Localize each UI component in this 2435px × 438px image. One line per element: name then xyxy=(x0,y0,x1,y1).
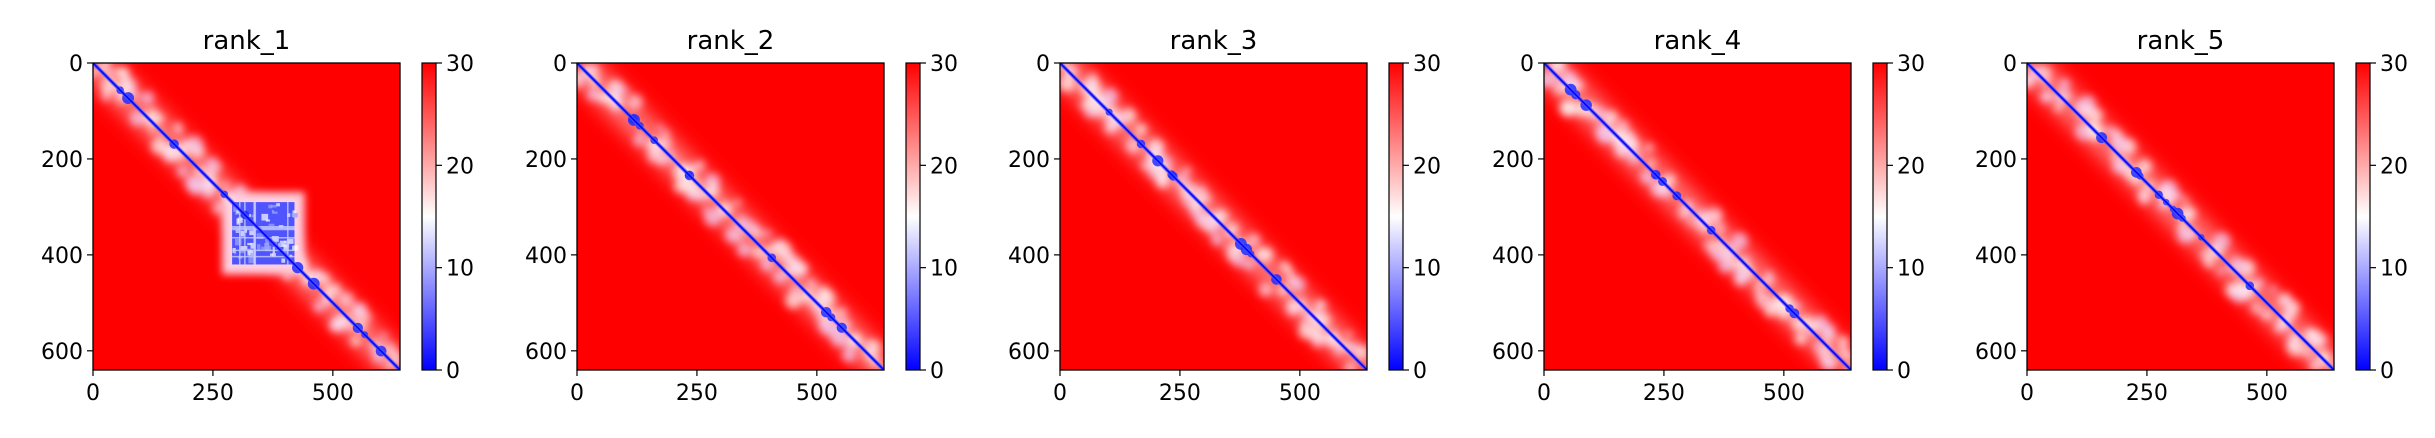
diagonal-line xyxy=(1060,63,1367,370)
y-tick-label: 400 xyxy=(1492,244,1534,269)
x-tick-label: 0 xyxy=(2020,381,2034,406)
y-tick-label: 200 xyxy=(1008,148,1050,173)
x-tick-label: 0 xyxy=(86,381,100,406)
diagonal-line xyxy=(1544,63,1851,370)
colorbar-tick-label: 20 xyxy=(1897,154,1925,179)
y-tick-label: 200 xyxy=(525,148,567,173)
colorbar-tick-label: 0 xyxy=(1897,359,1911,384)
heatmap-rank_3 xyxy=(1060,63,1367,370)
colorbar-tick-label: 10 xyxy=(1897,257,1925,282)
chart-title: rank_4 xyxy=(1654,26,1742,56)
y-tick-label: 600 xyxy=(41,340,83,365)
heatmap-rank_1 xyxy=(93,63,400,370)
x-tick-label: 250 xyxy=(1643,381,1685,406)
diagonal-line xyxy=(93,63,400,370)
y-tick-label: 400 xyxy=(41,244,83,269)
colorbar-tick-label: 30 xyxy=(1897,52,1925,77)
heatmap-rank_4 xyxy=(1544,63,1851,370)
x-tick-label: 250 xyxy=(192,381,234,406)
y-tick-label: 0 xyxy=(2003,52,2017,77)
x-tick-label: 0 xyxy=(1537,381,1551,406)
colorbar-tick-label: 0 xyxy=(446,359,460,384)
colorbar-gradient xyxy=(1873,63,1887,370)
colorbar-tick-label: 10 xyxy=(930,257,958,282)
colorbar-tick-label: 20 xyxy=(930,154,958,179)
x-tick-label: 500 xyxy=(2246,381,2288,406)
colorbar-gradient xyxy=(422,63,436,370)
y-tick-label: 600 xyxy=(1492,340,1534,365)
y-tick-label: 600 xyxy=(525,340,567,365)
y-tick-label: 0 xyxy=(69,52,83,77)
chart-title: rank_5 xyxy=(2137,26,2225,56)
x-tick-label: 500 xyxy=(1763,381,1805,406)
colorbar-tick-label: 10 xyxy=(1413,257,1441,282)
colorbar-frame xyxy=(2355,62,2371,371)
colorbar-tick-label: 10 xyxy=(446,257,474,282)
y-tick-label: 600 xyxy=(1008,340,1050,365)
colorbar-tick-label: 30 xyxy=(2380,52,2408,77)
colorbar-tick-label: 10 xyxy=(2380,257,2408,282)
heatmap-rank_5 xyxy=(2027,63,2334,370)
colorbar-rank_3: 0 10 20 30 xyxy=(1388,52,1441,384)
chart-title: rank_3 xyxy=(1170,26,1258,56)
colorbar-tick-label: 30 xyxy=(446,52,474,77)
y-tick-label: 600 xyxy=(1975,340,2017,365)
x-tick-label: 0 xyxy=(1053,381,1067,406)
heatmap-frame xyxy=(576,62,885,371)
colorbar-frame xyxy=(905,62,921,371)
near-diagonal-blobs xyxy=(2027,63,2334,370)
colorbar-rank_2: 0 10 20 30 xyxy=(905,52,958,384)
x-tick-label: 500 xyxy=(1279,381,1321,406)
x-tick-label: 0 xyxy=(570,381,584,406)
colorbar-tick-label: 30 xyxy=(1413,52,1441,77)
y-tick-label: 0 xyxy=(1036,52,1050,77)
heatmap-frame xyxy=(2026,62,2335,371)
x-tick-label: 250 xyxy=(2126,381,2168,406)
colorbar-gradient xyxy=(1389,63,1403,370)
x-tick-label: 500 xyxy=(796,381,838,406)
diagonal-line xyxy=(577,63,884,370)
heatmap-rank_2 xyxy=(577,63,884,370)
x-tick-label: 250 xyxy=(1159,381,1201,406)
colorbar-tick-label: 0 xyxy=(2380,359,2394,384)
chart-title: rank_2 xyxy=(687,26,775,56)
colorbar-tick-label: 0 xyxy=(930,359,944,384)
colorbar-rank_1: 0 10 20 30 xyxy=(421,52,474,384)
y-tick-label: 200 xyxy=(1492,148,1534,173)
y-tick-label: 0 xyxy=(553,52,567,77)
colorbar-rank_4: 0 10 20 30 xyxy=(1872,52,1925,384)
y-tick-label: 400 xyxy=(525,244,567,269)
y-tick-label: 400 xyxy=(1008,244,1050,269)
colorbar-frame xyxy=(421,62,437,371)
y-tick-label: 0 xyxy=(1520,52,1534,77)
heatmap-frame xyxy=(92,62,401,371)
y-tick-label: 400 xyxy=(1975,244,2017,269)
colorbar-tick-label: 20 xyxy=(446,154,474,179)
heatmap-frame xyxy=(1543,62,1852,371)
colorbar-rank_5: 0 10 20 30 xyxy=(2355,52,2408,384)
colorbar-tick-label: 30 xyxy=(930,52,958,77)
colorbar-tick-label: 20 xyxy=(1413,154,1441,179)
colorbar-frame xyxy=(1872,62,1888,371)
colorbar-tick-label: 20 xyxy=(2380,154,2408,179)
colorbar-gradient xyxy=(2356,63,2370,370)
y-tick-label: 200 xyxy=(41,148,83,173)
chart-title: rank_1 xyxy=(203,26,291,56)
colorbar-gradient xyxy=(906,63,920,370)
colorbar-frame xyxy=(1388,62,1404,371)
x-tick-label: 250 xyxy=(676,381,718,406)
diagonal-line xyxy=(2027,63,2334,370)
y-tick-label: 200 xyxy=(1975,148,2017,173)
heatmap-frame xyxy=(1059,62,1368,371)
colorbar-tick-label: 0 xyxy=(1413,359,1427,384)
x-tick-label: 500 xyxy=(312,381,354,406)
